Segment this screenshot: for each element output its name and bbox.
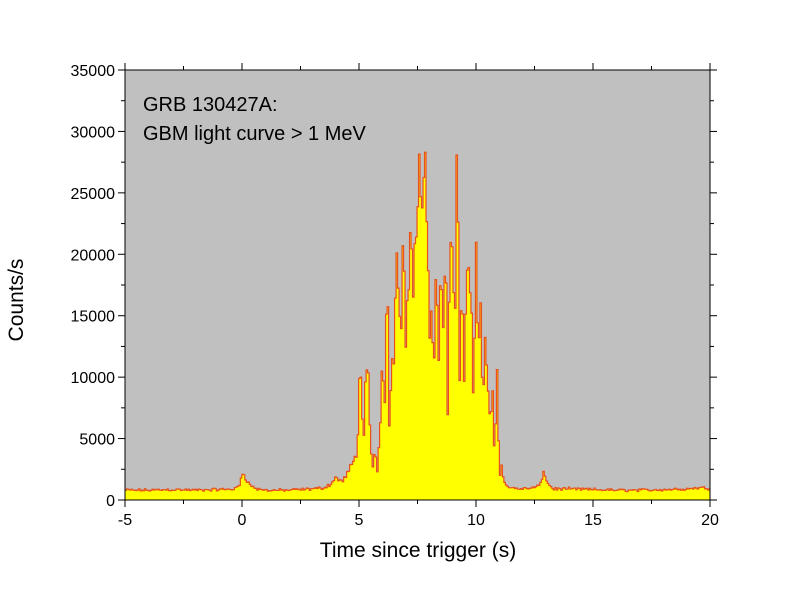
x-tick-label: -5	[118, 512, 132, 529]
light-curve-fill	[125, 152, 710, 500]
x-tick-label: 0	[238, 512, 247, 529]
chart-title-line-2: GBM light curve > 1 MeV	[143, 123, 367, 145]
y-tick-label: 10000	[71, 370, 116, 387]
x-tick-labels: -5 0 5 10 15 20	[118, 512, 719, 529]
x-tick-label: 20	[701, 512, 719, 529]
y-tick-label: 0	[106, 493, 115, 510]
y-tick-label: 35000	[71, 63, 116, 80]
y-axis-label: Counts/s	[5, 259, 28, 342]
y-tick-label: 20000	[71, 247, 116, 264]
x-tick-label: 5	[355, 512, 364, 529]
y-tick-labels: 0 5000 10000 15000 20000 25000 30000 35000	[71, 63, 116, 510]
tick-marks	[118, 63, 717, 507]
x-axis-label: Time since trigger (s)	[320, 539, 516, 562]
x-tick-label: 10	[467, 512, 485, 529]
chart-title-line-1: GRB 130427A:	[143, 94, 278, 116]
y-tick-label: 30000	[71, 124, 116, 141]
x-tick-label: 15	[584, 512, 602, 529]
y-tick-label: 15000	[71, 309, 116, 326]
light-curve-line	[125, 151, 710, 493]
y-tick-label: 25000	[71, 186, 116, 203]
y-tick-label: 5000	[79, 432, 115, 449]
